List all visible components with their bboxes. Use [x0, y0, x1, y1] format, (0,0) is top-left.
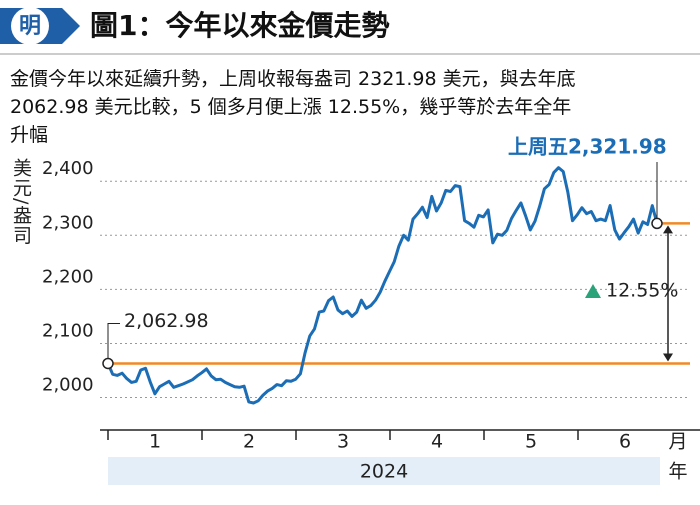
x-tick-label: 2 — [243, 431, 255, 453]
change-label: 12.55% — [606, 280, 678, 302]
y-tick-label: 2,300 — [42, 212, 94, 233]
x-unit: 月 — [668, 431, 687, 453]
x-tick-label: 5 — [525, 431, 537, 453]
up-triangle — [585, 284, 601, 298]
leader — [107, 322, 120, 359]
y-tick-label: 2,200 — [42, 266, 94, 287]
x-tick-label: 4 — [431, 431, 443, 453]
end-point — [651, 217, 663, 230]
year-unit: 年 — [668, 461, 687, 483]
subtitle-line: 金價今年以來延續升勢，上周收報每盎司 2321.98 美元，與去年底 — [10, 68, 576, 90]
x-tick-label: 3 — [337, 431, 349, 453]
end-point — [102, 357, 114, 370]
y-axis-label: 美元/盎司 — [10, 158, 32, 246]
x-tick-label: 1 — [149, 431, 161, 453]
x-tick-label: 6 — [619, 431, 631, 453]
year-band — [108, 457, 660, 485]
subtitle-line: 升幅 — [10, 124, 49, 146]
logo-circle — [11, 7, 49, 45]
y-tick-label: 2,100 — [42, 320, 94, 341]
start-label: 2,062.98 — [124, 310, 209, 332]
logo: 明 — [19, 14, 41, 39]
y-tick-label: 2,400 — [42, 158, 94, 179]
end-label: 上周五2,321.98 — [508, 135, 667, 159]
year-label: 2024 — [360, 461, 408, 483]
chart-title: 圖1：今年以來金價走勢 — [90, 9, 389, 42]
price-line — [106, 166, 659, 405]
subtitle-line: 2062.98 美元比較，5 個多月便上漲 12.55%，幾乎等於去年全年 — [10, 96, 572, 118]
y-tick-label: 2,000 — [42, 375, 94, 396]
